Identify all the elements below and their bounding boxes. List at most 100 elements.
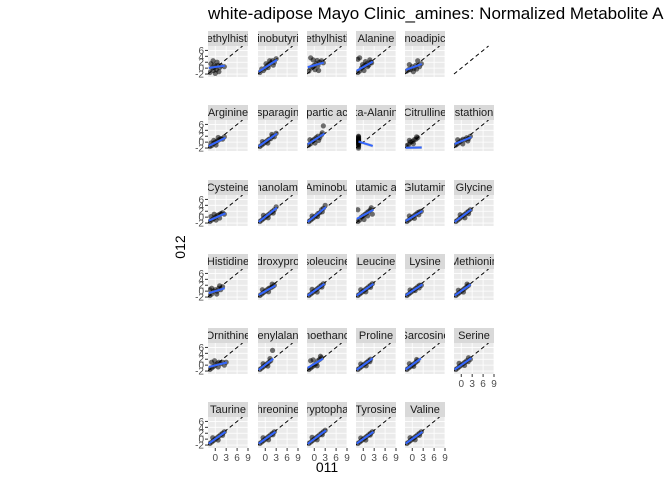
panel-marks	[356, 46, 391, 76]
x-tick-label: 9	[245, 453, 251, 464]
facet-strip-label: Tyrosine	[355, 404, 397, 416]
data-point	[361, 67, 367, 74]
facet-strip: Alanine	[356, 31, 396, 46]
fit-line	[208, 212, 226, 222]
fit-line	[258, 430, 277, 445]
fit-line	[307, 357, 324, 369]
facet-strip-label: Sarcosine	[401, 330, 450, 342]
x-tick-label: 3	[223, 453, 229, 464]
y-tick-label: 0	[198, 287, 204, 298]
fit-line	[356, 430, 375, 445]
facet-strip-label: Methionin	[450, 256, 498, 268]
fit-line	[258, 357, 274, 371]
strip-background	[258, 254, 298, 269]
fit-line	[307, 206, 327, 223]
facet-strip-label: inobutyri	[257, 33, 299, 45]
facet-strip: Taurine	[208, 402, 248, 417]
fit-line	[405, 283, 424, 297]
strip-background	[405, 402, 445, 417]
facet-strip: ta-Alanin	[356, 105, 396, 120]
facet-strip: Aminobu	[307, 180, 347, 195]
facet-panel: Valine 0 3 6 9	[405, 402, 448, 464]
x-tick-label: 6	[284, 453, 290, 464]
facet-strip: Leucine	[356, 254, 396, 269]
facet-strip-label: utamic a	[355, 182, 397, 194]
x-tick-label: 6	[382, 453, 388, 464]
panel-marks	[258, 269, 293, 299]
panel-marks	[453, 45, 489, 75]
panel-marks	[307, 417, 342, 447]
x-tick-label: 0	[262, 453, 268, 464]
y-tick-label: -2	[195, 293, 204, 304]
strip-background	[405, 328, 445, 343]
facet-strip-label: droxypro	[257, 256, 300, 268]
x-tick-label: 0	[212, 453, 218, 464]
strip-background	[208, 328, 248, 343]
y-axis-title: 012	[172, 235, 188, 259]
data-point	[211, 211, 217, 217]
strip-background	[356, 105, 396, 120]
x-axis-title: 011	[316, 459, 339, 475]
y-tick-label: -2	[195, 70, 204, 81]
y-tick-label: 4	[198, 349, 204, 360]
x-tick-label: 9	[295, 453, 301, 464]
facet-strip: soleucine	[307, 254, 347, 269]
panel-marks	[454, 195, 489, 225]
panel-marks	[208, 46, 243, 77]
strip-background	[405, 254, 445, 269]
panel-marks	[208, 269, 243, 299]
y-tick-label: 0	[198, 361, 204, 372]
data-point	[316, 67, 322, 74]
facet-panel: Leucine	[356, 254, 397, 300]
data-point	[269, 347, 276, 353]
x-tick-label: 3	[273, 453, 279, 464]
y-tick-label: 4	[198, 126, 204, 137]
strip-background	[258, 328, 298, 343]
y-tick-label: 0	[198, 64, 204, 75]
panel-marks	[307, 269, 342, 299]
y-tick-label: -2	[195, 144, 204, 155]
panel-marks	[405, 417, 440, 447]
data-point	[317, 353, 324, 359]
panel-marks	[356, 269, 391, 299]
panel-marks	[307, 46, 342, 75]
y-tick-label: -2	[195, 219, 204, 230]
panel-marks	[208, 120, 243, 150]
panel-background	[356, 120, 396, 151]
data-point	[367, 57, 373, 63]
facet-strip: droxypro	[257, 254, 300, 269]
y-tick-label: 6	[198, 269, 204, 280]
facet-strip: ethylhisti	[307, 31, 347, 46]
facet-strip: Lysine	[405, 254, 445, 269]
strip-background	[356, 254, 396, 269]
strip-background	[405, 180, 445, 195]
y-tick-label: 2	[198, 281, 204, 292]
panel-marks	[454, 120, 489, 149]
facet-strip: utamic a	[355, 180, 397, 195]
y-tick-label: 0	[198, 435, 204, 446]
fit-line	[258, 132, 278, 148]
y-tick-label: 6	[198, 343, 204, 354]
panel-marks	[405, 195, 440, 225]
reference-line	[453, 45, 489, 75]
facet-panel: Glycine	[454, 180, 495, 226]
fit-line	[208, 136, 226, 147]
y-tick-label: 2	[198, 132, 204, 143]
data-point	[215, 134, 221, 141]
panel-marks	[208, 417, 243, 447]
facet-panel: Serine 0 3 6 9	[454, 328, 497, 390]
facet-strip: Tyrosine	[355, 402, 397, 417]
facet-panel: Aminobu	[307, 180, 348, 226]
facet-panel: sparagin	[258, 105, 299, 151]
facet-strip: inobutyri	[257, 31, 299, 46]
fit-line	[307, 429, 327, 445]
facet-strip: ryptopha	[307, 402, 347, 417]
facet-strip: stathion	[454, 105, 494, 120]
facet-strip-label: hreonine	[257, 404, 300, 416]
facet-panel: stathion	[454, 105, 495, 151]
panel-marks	[405, 120, 440, 150]
facet-strip: Proline	[356, 328, 396, 343]
panel-marks	[307, 343, 342, 373]
